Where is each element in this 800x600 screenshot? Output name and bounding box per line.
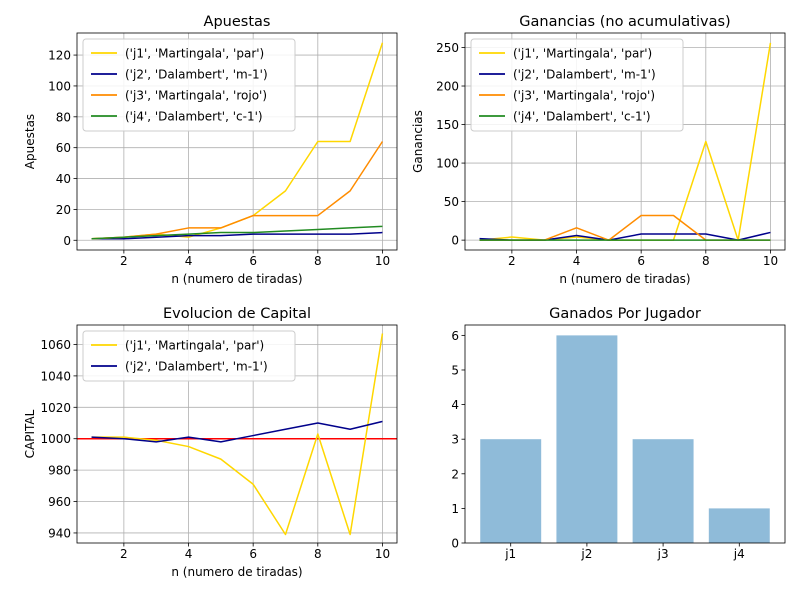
y-tick-label: 200 bbox=[436, 80, 459, 94]
y-tick-label: 80 bbox=[56, 110, 71, 124]
y-tick-label: 1 bbox=[451, 502, 459, 516]
y-tick-label: 6 bbox=[451, 329, 459, 343]
bar-j1 bbox=[480, 439, 542, 543]
plot-frame bbox=[464, 324, 786, 544]
y-tick-label: 5 bbox=[451, 363, 459, 377]
bar-j3 bbox=[632, 439, 694, 543]
y-tick-label: 960 bbox=[48, 495, 71, 509]
chart-title: Ganancias (no acumulativas) bbox=[519, 14, 730, 30]
x-tick-label: 4 bbox=[573, 254, 581, 268]
y-axis-label: CAPITAL bbox=[23, 409, 37, 458]
x-tick-label: 8 bbox=[314, 254, 322, 268]
x-tick-label: 10 bbox=[763, 254, 778, 268]
subplot-3: j1 j2 j3 j4 0 1 2 3 4 5 6 Ganados Por Jugador bbox=[451, 306, 786, 561]
y-tick-label: 2 bbox=[451, 467, 459, 481]
legend-entry: ('j3', 'Martingala', 'rojo') bbox=[513, 89, 655, 103]
legend bbox=[82, 330, 296, 382]
series-line-2 bbox=[479, 231, 771, 241]
bar-j2 bbox=[556, 335, 618, 543]
x-tick-label: j2 bbox=[580, 547, 592, 561]
x-tick-label: j3 bbox=[657, 547, 669, 561]
x-tick-label: 10 bbox=[375, 547, 390, 561]
series-line-3 bbox=[91, 141, 384, 240]
x-tick-label: j4 bbox=[733, 547, 745, 561]
x-axis-label: n (numero de tiradas) bbox=[559, 272, 690, 286]
legend-entry: ('j1', 'Martingala', 'par') bbox=[125, 339, 264, 353]
y-tick-label: 0 bbox=[63, 234, 71, 248]
y-tick-label: 20 bbox=[56, 203, 71, 217]
x-tick-label: 6 bbox=[637, 254, 645, 268]
chart-title: Ganados Por Jugador bbox=[549, 306, 701, 322]
x-tick-label: 6 bbox=[249, 254, 257, 268]
y-tick-label: 120 bbox=[48, 49, 71, 63]
y-tick-label: 0 bbox=[451, 537, 459, 551]
y-tick-label: 4 bbox=[451, 398, 459, 412]
chart-title: Apuestas bbox=[204, 14, 271, 30]
y-axis-label: Ganancias bbox=[411, 110, 425, 173]
x-axis-label: n (numero de tiradas) bbox=[171, 565, 302, 579]
x-tick-label: j1 bbox=[504, 547, 516, 561]
series-line-4 bbox=[91, 225, 383, 240]
legend-entry: ('j1', 'Martingala', 'par') bbox=[513, 47, 652, 61]
y-tick-label: 0 bbox=[451, 234, 459, 248]
x-tick-label: 8 bbox=[702, 254, 710, 268]
legend-entry: ('j4', 'Dalambert', 'c-1') bbox=[513, 110, 651, 124]
y-tick-label: 1000 bbox=[40, 432, 71, 446]
x-tick-label: 4 bbox=[185, 254, 193, 268]
plot-frame bbox=[76, 32, 398, 251]
legend bbox=[82, 38, 296, 132]
series-line-2 bbox=[91, 420, 383, 443]
y-tick-label: 980 bbox=[48, 464, 71, 478]
series-line-1 bbox=[91, 333, 384, 536]
y-tick-label: 940 bbox=[48, 526, 71, 540]
y-tick-label: 1020 bbox=[40, 401, 71, 415]
plot-frame bbox=[464, 32, 786, 251]
legend-entry: ('j2', 'Dalambert', 'm-1') bbox=[513, 68, 656, 82]
y-tick-label: 50 bbox=[444, 195, 459, 209]
y-tick-label: 100 bbox=[48, 79, 71, 93]
legend-entry: ('j3', 'Martingala', 'rojo') bbox=[125, 89, 267, 103]
legend bbox=[470, 38, 684, 132]
y-tick-label: 100 bbox=[436, 157, 459, 171]
legend-entry: ('j1', 'Martingala', 'par') bbox=[125, 47, 264, 61]
bar-j4 bbox=[708, 508, 770, 543]
y-tick-label: 3 bbox=[451, 433, 459, 447]
y-tick-label: 150 bbox=[436, 118, 459, 132]
x-tick-label: 10 bbox=[375, 254, 390, 268]
x-tick-label: 8 bbox=[314, 547, 322, 561]
plot-frame bbox=[76, 324, 398, 544]
x-axis-label: n (numero de tiradas) bbox=[171, 272, 302, 286]
legend-entry: ('j4', 'Dalambert', 'c-1') bbox=[125, 110, 263, 124]
x-tick-label: 4 bbox=[185, 547, 193, 561]
legend-entry: ('j2', 'Dalambert', 'm-1') bbox=[125, 68, 268, 82]
x-tick-label: 2 bbox=[120, 254, 128, 268]
x-tick-label: 6 bbox=[249, 547, 257, 561]
x-tick-label: 2 bbox=[120, 547, 128, 561]
y-tick-label: 1040 bbox=[40, 369, 71, 383]
y-axis-label: Apuestas bbox=[23, 114, 37, 169]
y-tick-label: 250 bbox=[436, 41, 459, 55]
chart-title: Evolucion de Capital bbox=[163, 306, 311, 322]
x-tick-label: 2 bbox=[508, 254, 516, 268]
y-tick-label: 1060 bbox=[40, 338, 71, 352]
y-tick-label: 60 bbox=[56, 141, 71, 155]
legend-entry: ('j2', 'Dalambert', 'm-1') bbox=[125, 360, 268, 374]
y-tick-label: 40 bbox=[56, 172, 71, 186]
series-line-2 bbox=[91, 231, 383, 240]
subplot-2: 2 4 6 8 10 940 960 980 1000 1020 1040 1060 Evolucion… bbox=[23, 306, 398, 579]
